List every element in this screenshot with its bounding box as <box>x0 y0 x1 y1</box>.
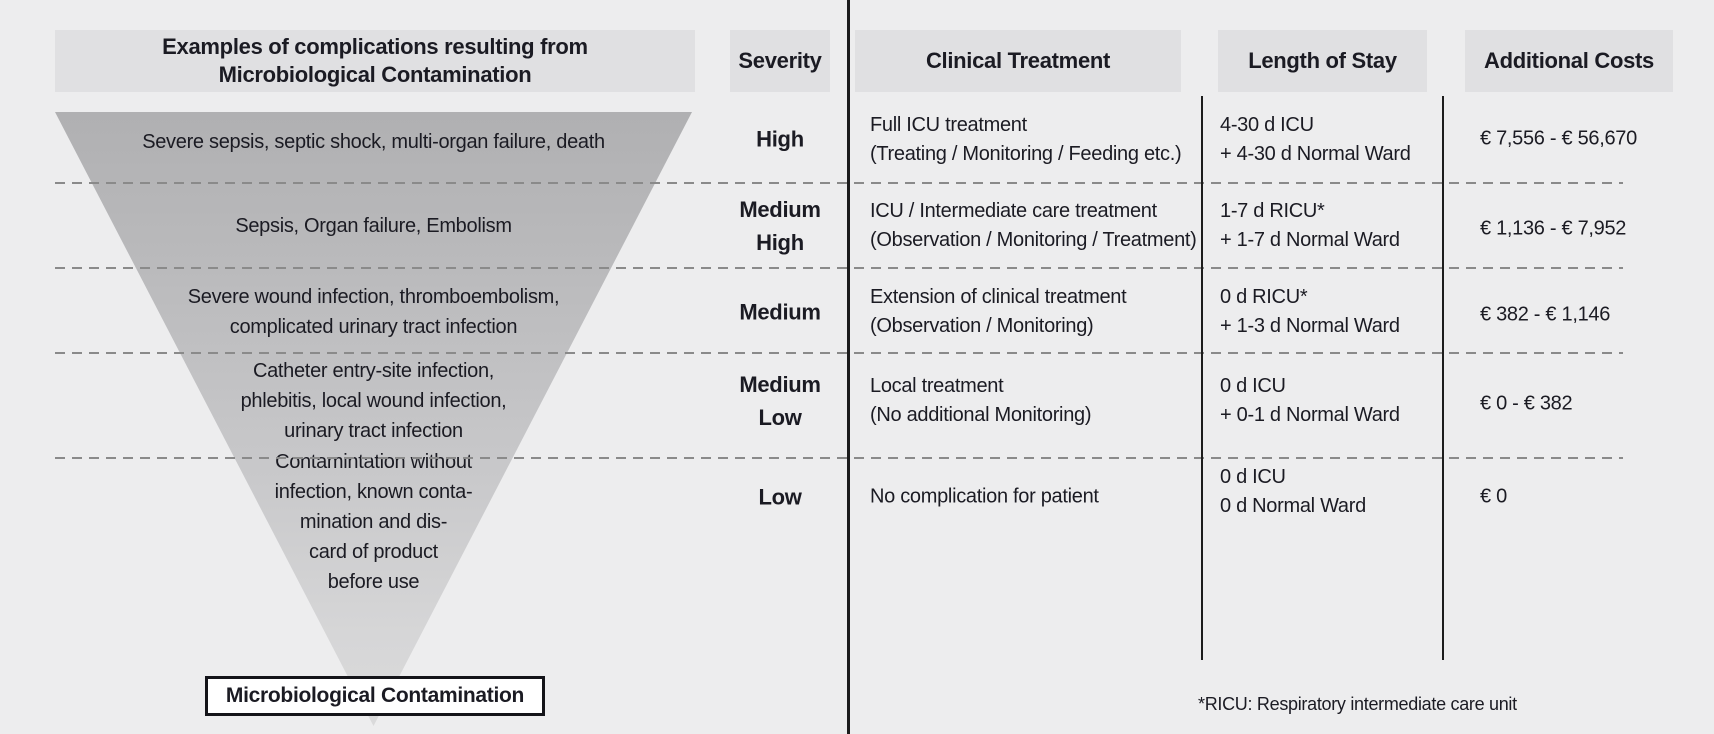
header-additional-costs: Additional Costs <box>1465 30 1673 92</box>
microbiological-contamination-label: Microbiological Contamination <box>205 676 545 716</box>
row-divider-dashed-1 <box>55 182 1623 184</box>
stay-medium-high: 1-7 d RICU* + 1-7 d Normal Ward <box>1220 200 1400 251</box>
header-clinical-treatment: Clinical Treatment <box>855 30 1181 92</box>
treatment-high: Full ICU treatment (Treating / Monitorin… <box>870 114 1182 165</box>
costs-medium-high: € 1,136 - € 7,952 <box>1480 217 1627 240</box>
divider-treatment-stay <box>1201 96 1203 660</box>
treatment-low: No complication for patient <box>870 485 1099 508</box>
stay-low: 0 d ICU 0 d Normal Ward <box>1220 466 1366 517</box>
row-divider-dashed-2 <box>55 267 1623 269</box>
treatment-medium-low: Local treatment (No additional Monitorin… <box>870 375 1092 426</box>
costs-high: € 7,556 - € 56,670 <box>1480 127 1637 150</box>
funnel-row-complications-medium-high: Sepsis, Organ failure, Embolism <box>235 215 512 237</box>
funnel-row-complications-medium-low: Catheter entry-site infection, phlebitis… <box>240 360 507 442</box>
severity-low: Low <box>758 484 802 510</box>
funnel-row-complications-medium: Severe wound infection, thromboembolism,… <box>187 286 560 338</box>
header-examples-of-complications: Examples of complications resulting from… <box>55 30 695 92</box>
severity-high: High <box>756 126 804 152</box>
severity-medium-high: Medium High <box>739 197 821 255</box>
costs-medium-low: € 0 - € 382 <box>1480 392 1573 415</box>
treatment-medium-high: ICU / Intermediate care treatment (Obser… <box>870 200 1197 251</box>
header-severity: Severity <box>730 30 830 92</box>
severity-medium-low: Medium Low <box>739 372 821 430</box>
funnel-row-complications-low: Contamintation without infection, known … <box>274 451 473 593</box>
divider-funnel-table <box>847 0 850 734</box>
stay-high: 4-30 d ICU + 4-30 d Normal Ward <box>1220 114 1411 165</box>
treatment-medium: Extension of clinical treatment (Observa… <box>870 286 1127 337</box>
costs-medium: € 382 - € 1,146 <box>1480 303 1611 326</box>
ricu-footnote: *RICU: Respiratory intermediate care uni… <box>1198 694 1517 714</box>
costs-low: € 0 <box>1480 485 1507 508</box>
stay-medium-low: 0 d ICU + 0-1 d Normal Ward <box>1220 375 1400 426</box>
row-divider-dashed-3 <box>55 352 1623 354</box>
stay-medium: 0 d RICU* + 1-3 d Normal Ward <box>1220 286 1400 337</box>
divider-stay-costs <box>1442 96 1444 660</box>
header-length-of-stay: Length of Stay <box>1218 30 1427 92</box>
row-divider-dashed-4 <box>55 457 1623 459</box>
severity-medium: Medium <box>739 299 821 325</box>
funnel-row-complications-high: Severe sepsis, septic shock, multi-organ… <box>142 131 605 153</box>
